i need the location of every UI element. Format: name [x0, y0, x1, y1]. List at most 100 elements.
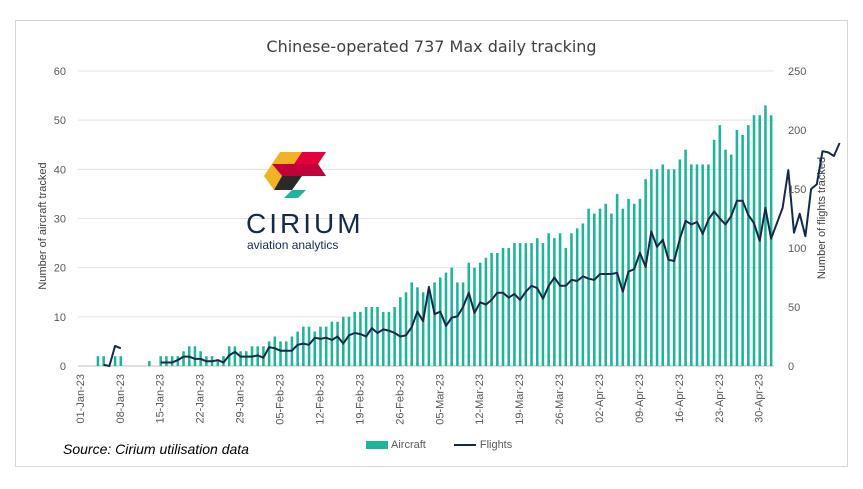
- y-left-tick-label: 40: [54, 164, 66, 176]
- aircraft-bar: [741, 134, 744, 366]
- x-tick-label: 08-Jan-23: [115, 374, 127, 424]
- aircraft-bar: [627, 198, 630, 366]
- aircraft-bar: [193, 346, 197, 366]
- aircraft-bar: [518, 243, 522, 366]
- aircraft-bar: [427, 292, 431, 366]
- aircraft-bar: [501, 248, 505, 366]
- aircraft-bar: [484, 257, 488, 366]
- aircraft-bar: [336, 321, 339, 366]
- aircraft-bar: [615, 193, 619, 366]
- aircraft-bar: [416, 287, 419, 366]
- aircraft-bar: [387, 311, 391, 366]
- aircraft-bar: [661, 164, 665, 366]
- y-right-tick-label: 200: [788, 125, 806, 137]
- x-tick-label: 01-Jan-23: [75, 374, 87, 424]
- aircraft-bar: [421, 292, 425, 366]
- y-left-tick-label: 0: [60, 361, 66, 373]
- aircraft-bar: [564, 248, 568, 366]
- aircraft-bar: [330, 321, 334, 366]
- chart-frame: [15, 20, 848, 467]
- flights-line: [103, 344, 122, 367]
- aircraft-bar: [729, 154, 733, 366]
- aircraft-bar: [239, 351, 242, 366]
- aircraft-bar: [370, 307, 374, 366]
- y-right-tick-label: 250: [788, 66, 806, 78]
- x-tick-label: 23-Apr-23: [714, 374, 726, 423]
- aircraft-bar: [558, 233, 562, 366]
- y-left-tick-label: 50: [54, 115, 66, 127]
- y-left-tick-label: 10: [54, 312, 66, 324]
- aircraft-bar: [496, 252, 499, 366]
- aircraft-bar: [667, 169, 670, 366]
- aircraft-bar: [695, 164, 699, 366]
- aircraft-bar: [570, 233, 573, 366]
- aircraft-bar: [752, 115, 756, 366]
- y-right-tick-label: 0: [788, 361, 794, 373]
- aircraft-bar: [233, 346, 237, 366]
- aircraft-bar: [307, 326, 311, 366]
- aircraft-bar: [769, 115, 773, 366]
- aircraft-bar: [689, 164, 693, 366]
- aircraft-bar: [381, 311, 385, 366]
- aircraft-bar: [170, 356, 174, 366]
- aircraft-bar: [473, 267, 476, 366]
- aircraft-bar: [747, 125, 750, 366]
- x-tick-label: 16-Apr-23: [674, 374, 686, 423]
- aircraft-bar: [535, 238, 539, 366]
- aircraft-bar: [513, 243, 516, 366]
- x-tick-label: 12-Mar-23: [474, 374, 486, 425]
- aircraft-bar: [507, 248, 511, 366]
- aircraft-bar: [102, 356, 105, 366]
- aircraft-bar: [575, 228, 579, 366]
- aircraft-bar: [712, 139, 716, 366]
- aircraft-bar: [735, 130, 739, 366]
- aircraft-bar: [404, 292, 408, 366]
- aircraft-bar: [541, 243, 545, 366]
- aircraft-bar: [621, 208, 625, 366]
- aircraft-bar: [587, 208, 590, 366]
- x-tick-label: 09-Apr-23: [634, 374, 646, 423]
- aircraft-bar: [672, 169, 676, 366]
- aircraft-bar: [353, 311, 356, 366]
- aircraft-bar: [467, 262, 471, 366]
- x-tick-label: 15-Jan-23: [155, 374, 167, 424]
- legend-aircraft-swatch: [366, 441, 388, 449]
- aircraft-bar: [547, 233, 550, 366]
- y-left-tick-label: 60: [54, 66, 66, 78]
- aircraft-bar: [165, 356, 168, 366]
- y-right-tick-label: 100: [788, 243, 806, 255]
- x-tick-label: 19-Feb-23: [354, 374, 366, 425]
- aircraft-bar: [433, 282, 436, 366]
- chart-title: Chinese-operated 737 Max daily tracking: [266, 37, 597, 56]
- aircraft-bar: [581, 223, 585, 366]
- flights-line: [160, 142, 841, 364]
- aircraft-bar: [655, 169, 659, 366]
- aircraft-bar: [313, 331, 317, 366]
- aircraft-bar: [638, 198, 642, 366]
- y-left-tick-label: 20: [54, 263, 66, 275]
- aircraft-bar: [376, 307, 379, 366]
- aircraft-bar: [284, 341, 288, 366]
- aircraft-bar: [267, 341, 271, 366]
- legend-aircraft-label: Aircraft: [391, 439, 426, 451]
- aircraft-bar: [359, 311, 362, 366]
- aircraft-bar: [684, 149, 687, 366]
- aircraft-bar: [279, 341, 282, 366]
- x-tick-label: 02-Apr-23: [594, 374, 606, 423]
- x-tick-label: 26-Mar-23: [554, 374, 566, 425]
- y-left-tick-label: 30: [54, 214, 66, 226]
- aircraft-bar: [632, 203, 636, 366]
- aircraft-bar: [764, 105, 767, 367]
- aircraft-bar: [644, 179, 647, 366]
- legend-flights-swatch: [453, 444, 476, 446]
- aircraft-bar: [724, 149, 727, 366]
- aircraft-bar: [553, 238, 556, 366]
- aircraft-bar: [530, 243, 533, 366]
- x-tick-label: 19-Mar-23: [514, 374, 526, 425]
- aircraft-bar: [148, 361, 151, 366]
- aircraft-bar: [347, 316, 351, 366]
- aircraft-bar: [678, 159, 682, 366]
- aircraft-bar: [718, 125, 722, 366]
- legend-flights-label: Flights: [479, 439, 513, 451]
- aircraft-bar: [324, 326, 328, 366]
